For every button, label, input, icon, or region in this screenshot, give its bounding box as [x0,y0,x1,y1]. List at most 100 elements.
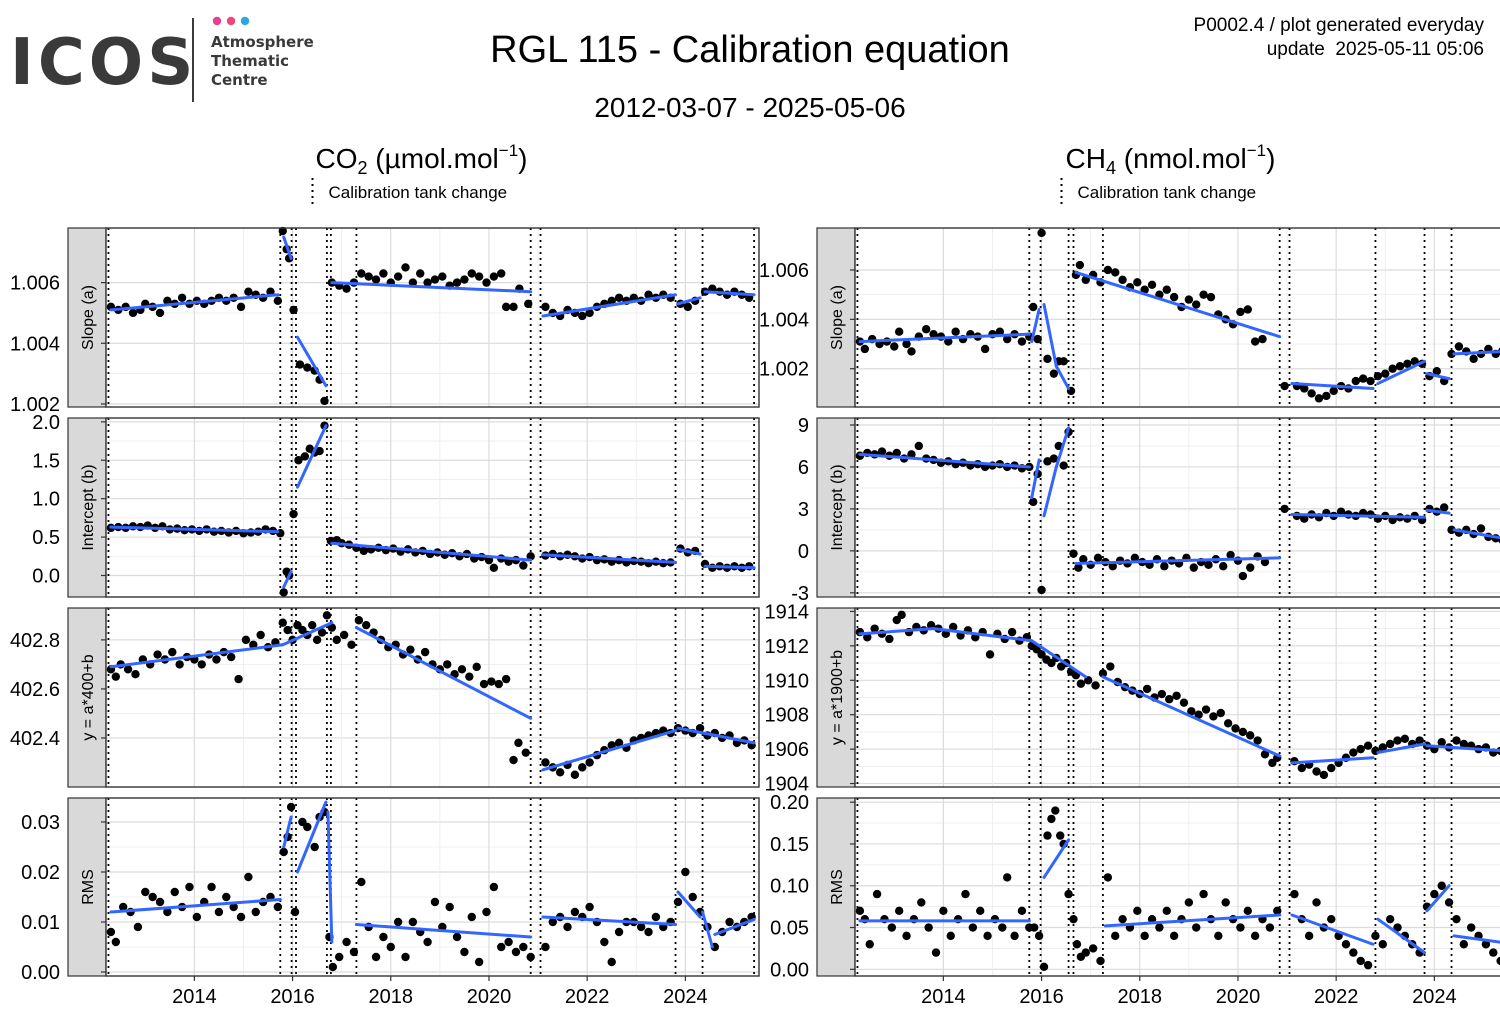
facet-strip-label: y = a*400+b [80,654,97,740]
data-point [856,907,864,915]
data-point [1008,628,1016,636]
data-point [1155,923,1163,931]
data-point [1118,915,1126,923]
data-point [1148,281,1156,289]
data-point [1047,815,1055,823]
data-point [1349,948,1357,956]
x-tick-label: 2022 [565,986,610,1008]
y-tick-label: 402.4 [10,728,60,750]
data-point [289,510,297,518]
data-point [1455,342,1463,350]
x-tick-label: 2014 [172,986,217,1008]
y-tick-label: 2.0 [32,412,60,434]
data-point [303,363,311,371]
data-point [350,948,358,956]
data-point [1251,932,1259,940]
data-point [409,918,417,926]
y-tick-label: 402.8 [10,630,60,652]
y-tick-label: 1.004 [10,333,60,355]
data-point [1231,724,1239,732]
data-point [283,626,291,634]
data-point [1327,915,1335,923]
data-point [578,763,586,771]
data-point [1290,890,1298,898]
plot-background [106,608,759,787]
data-point [401,953,409,961]
data-point [1379,940,1387,948]
data-point [379,269,387,277]
data-point [644,928,652,936]
data-point [301,452,309,460]
data-point [998,923,1006,931]
trend-line [705,566,754,568]
data-point [1467,923,1475,931]
data-point [608,958,616,966]
data-point [335,953,343,961]
data-point [364,272,372,280]
y-tick-label: 1908 [765,705,810,727]
x-tick-label: 2020 [467,986,512,1008]
data-point [585,758,593,766]
legend-label: Calibration tank change [1078,183,1257,202]
data-point [340,631,348,639]
y-tick-label: 1906 [765,739,810,761]
data-point [1298,764,1306,772]
data-point [1460,940,1468,948]
data-point [372,275,380,283]
y-tick-label: 0.5 [32,527,60,549]
y-tick-label: 0.02 [21,862,60,884]
data-point [490,564,498,572]
data-point [134,923,142,931]
data-point [497,269,505,277]
y-tick-label: 3 [798,499,809,521]
icos-logo: ICOS Atmosphere Thematic Centre [10,17,314,102]
data-point [519,943,527,951]
x-tick-label: 2020 [1216,986,1261,1008]
data-point [193,913,201,921]
data-point [291,908,299,916]
plot-background [106,418,759,597]
y-tick-label: 1.0 [32,489,60,511]
x-tick-label: 2016 [270,986,315,1008]
data-point [895,907,903,915]
logo-dot-3 [241,17,249,25]
data-point [1477,524,1485,532]
data-point [689,893,697,901]
data-point [308,621,316,629]
data-point [215,908,223,916]
data-point [453,278,461,286]
data-point [296,360,304,368]
page-title: RGL 115 - Calibration equation [490,29,1010,71]
data-point [1158,690,1166,698]
data-point [360,547,368,555]
data-point [1111,932,1119,940]
logo-dot-2 [227,17,235,25]
facet-strip-label: Intercept (b) [80,464,97,550]
data-point [1037,586,1045,594]
data-point [512,948,520,956]
data-point [1064,890,1072,898]
data-point [357,878,365,886]
data-point [401,263,409,271]
data-point [323,611,331,619]
data-point [1104,873,1112,881]
data-point [487,677,495,685]
data-point [1190,563,1198,571]
data-point [1364,961,1372,969]
data-point [279,619,287,627]
data-point [355,616,363,624]
data-point [1192,923,1200,931]
data-point [274,903,282,911]
facet-strip-label: RMS [829,869,846,905]
data-point [1396,362,1404,370]
data-point [1056,831,1064,839]
data-point [1202,705,1210,713]
data-point [482,908,490,916]
data-point [922,325,930,333]
data-point [1280,505,1288,513]
data-point [514,739,522,747]
data-point [156,898,164,906]
data-point [320,397,328,405]
logo-dot-1 [213,17,221,25]
